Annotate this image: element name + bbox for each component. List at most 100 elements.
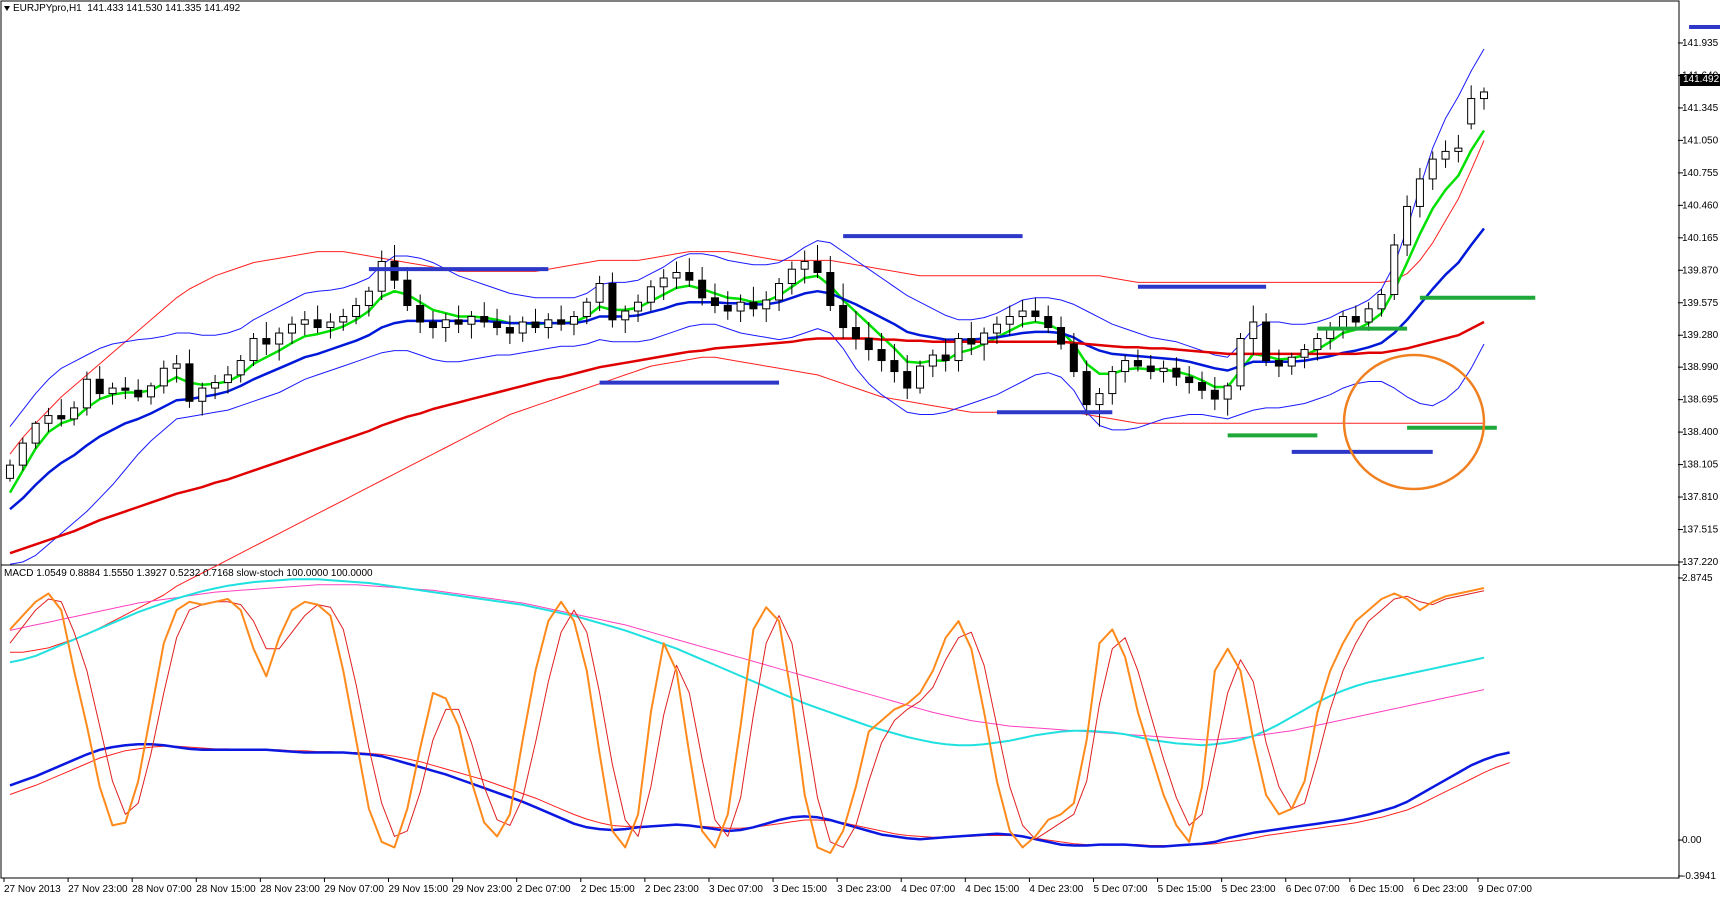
bear-candle (416, 305, 425, 323)
oscillator-tick-label: -0.3941 (1682, 871, 1716, 882)
bull-candle (377, 260, 386, 292)
bull-candle (736, 301, 745, 312)
bull-candle (800, 260, 809, 270)
time-tick-label: 2 Dec 07:00 (517, 884, 571, 895)
bull-candle (672, 271, 681, 279)
ma-cyan-line (9, 578, 1485, 747)
bear-candle (839, 305, 848, 329)
bull-candle (1249, 321, 1258, 340)
time-tick-label: 5 Dec 15:00 (1158, 884, 1212, 895)
price-tick-label: 139.280 (1682, 330, 1719, 341)
bull-candle (18, 442, 27, 466)
bull-candle (108, 387, 117, 395)
time-tick-label: 2 Dec 15:00 (581, 884, 635, 895)
price-tick-label: 139.575 (1682, 298, 1719, 309)
time-tick-label: 2 Dec 23:00 (645, 884, 699, 895)
price-tick-label: 140.755 (1682, 168, 1719, 179)
oscillator-tick-label: 2.8745 (1682, 573, 1713, 584)
bull-candle (916, 365, 925, 389)
bull-candle (236, 360, 245, 376)
bull-candle (339, 316, 348, 323)
macd-blue-line (9, 743, 1510, 848)
bear-candle (877, 349, 886, 362)
price-tick-label: 138.990 (1682, 362, 1719, 373)
bull-candle (582, 301, 591, 318)
bear-candle (1031, 310, 1040, 318)
time-tick-label: 4 Dec 15:00 (965, 884, 1019, 895)
time-tick-label: 29 Nov 15:00 (389, 884, 449, 895)
time-tick-label: 28 Nov 15:00 (196, 884, 256, 895)
time-tick-label: 28 Nov 23:00 (260, 884, 320, 895)
bull-candle (1338, 316, 1348, 329)
bull-candle (980, 332, 989, 345)
bear-candle (710, 297, 719, 307)
bear-candle (826, 271, 835, 307)
bear-candle (941, 354, 950, 362)
time-tick-label: 5 Dec 07:00 (1093, 884, 1147, 895)
bear-candle (851, 327, 860, 340)
bull-candle (159, 367, 168, 387)
time-tick-label: 27 Nov 2013 (4, 884, 61, 895)
bear-candle (864, 338, 873, 351)
bull-candle (1095, 393, 1104, 406)
bear-candle (1197, 382, 1207, 391)
bull-candle (1377, 294, 1386, 310)
bollinger-red-lower-line (10, 356, 1484, 653)
bull-candle (1005, 316, 1014, 325)
time-tick-label: 28 Nov 07:00 (132, 884, 192, 895)
price-tick-label: 141.050 (1682, 135, 1719, 146)
bull-candle (992, 323, 1001, 334)
indicator-header: MACD 1.0549 0.8884 1.5550 1.3927 0.5232 … (4, 568, 373, 579)
bear-candle (313, 319, 322, 329)
oscillator-panel-frame (0, 564, 1680, 879)
bull-candle (928, 354, 937, 367)
bull-candle (1479, 91, 1489, 100)
bull-candle (659, 277, 668, 288)
bear-candle (1146, 365, 1155, 373)
bull-candle (1415, 178, 1424, 207)
bull-candle (1313, 338, 1322, 351)
bull-candle (249, 338, 258, 362)
bull-candle (1236, 338, 1245, 387)
price-tick-label: 141.935 (1682, 38, 1719, 49)
bull-candle (223, 374, 232, 384)
bear-candle (480, 316, 489, 323)
bear-candle (1133, 360, 1142, 367)
bull-candle (70, 407, 79, 420)
stoch-main-line (9, 587, 1485, 854)
bull-candle (82, 378, 91, 409)
bull-candle (1403, 205, 1412, 246)
bear-candle (1210, 389, 1219, 400)
bull-candle (1018, 310, 1027, 318)
time-tick-label: 27 Nov 23:00 (68, 884, 128, 895)
bull-candle (518, 321, 527, 334)
time-tick-label: 3 Dec 15:00 (773, 884, 827, 895)
bear-candle (134, 389, 143, 398)
time-tick-label: 9 Dec 07:00 (1478, 884, 1532, 895)
bull-candle (787, 268, 796, 284)
bear-candle (967, 338, 976, 345)
bull-candle (172, 363, 181, 369)
bull-candle (1300, 349, 1309, 358)
price-tick-label: 138.105 (1682, 460, 1719, 471)
bear-candle (1185, 376, 1194, 384)
bear-candle (1351, 316, 1360, 323)
bull-candle (762, 299, 771, 310)
bull-candle (1428, 158, 1437, 180)
bull-candle (775, 282, 784, 301)
bull-candle (1287, 356, 1296, 367)
bull-candle (569, 316, 578, 325)
bull-candle (5, 464, 15, 479)
bear-candle (1262, 321, 1271, 362)
dropdown-triangle-icon[interactable] (4, 5, 10, 11)
bull-candle (1467, 98, 1476, 125)
stoch-signal-line (9, 590, 1485, 848)
price-tick-label: 138.695 (1682, 395, 1719, 406)
price-tick-label: 140.165 (1682, 233, 1719, 244)
price-tick-label: 137.515 (1682, 525, 1719, 536)
bear-candle (723, 305, 732, 312)
bear-candle (557, 319, 566, 325)
bull-candle (954, 338, 963, 362)
time-tick-label: 4 Dec 23:00 (1029, 884, 1083, 895)
